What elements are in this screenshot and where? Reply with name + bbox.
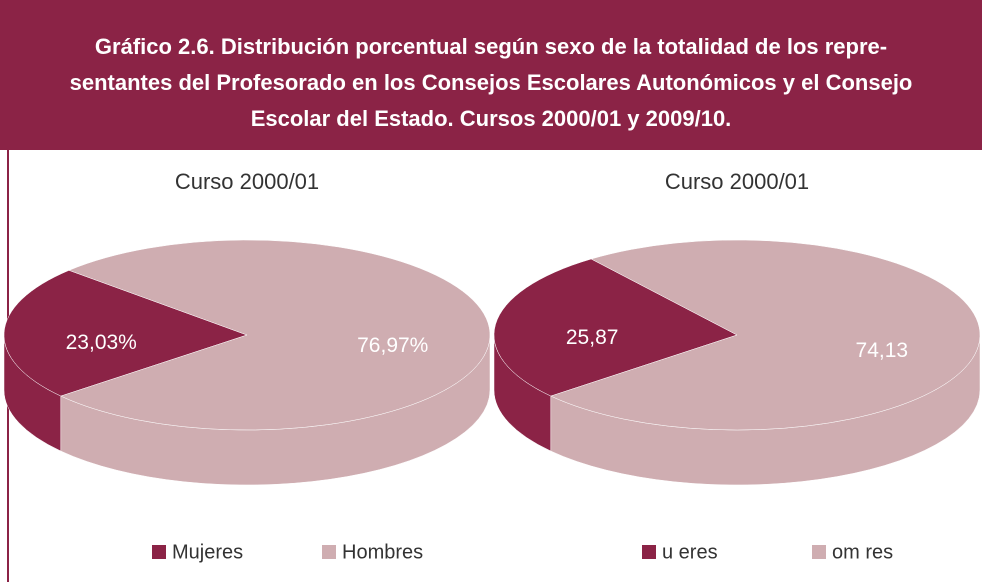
- legend-swatch: [642, 545, 656, 559]
- data-label: 76,97%: [357, 334, 428, 357]
- legend-label: Hombres: [342, 541, 423, 563]
- pie-slice: [60, 239, 491, 431]
- title-line: sentantes del Profesorado en los Consejo…: [70, 70, 913, 95]
- pie-slice: [550, 239, 981, 431]
- pie-slice: [3, 270, 248, 397]
- legend-label: Mujeres: [172, 541, 243, 563]
- data-label: 23,03%: [66, 331, 137, 354]
- title-line: Gráfico 2.6. Distribución porcentual seg…: [95, 34, 887, 59]
- legend-swatch: [152, 545, 166, 559]
- legend-label: u eres: [662, 541, 718, 563]
- legend-swatch: [322, 545, 336, 559]
- pie-slice: [493, 258, 738, 397]
- pie-title: Curso 2000/01: [665, 169, 809, 194]
- data-label: 74,13: [856, 339, 909, 362]
- legend-label: om res: [832, 541, 893, 563]
- data-label: 25,87: [566, 326, 619, 349]
- legend-swatch: [812, 545, 826, 559]
- pie-title: Curso 2000/01: [175, 169, 319, 194]
- header-band: [0, 0, 982, 150]
- title-line: Escolar del Estado. Cursos 2000/01 y 200…: [251, 106, 732, 131]
